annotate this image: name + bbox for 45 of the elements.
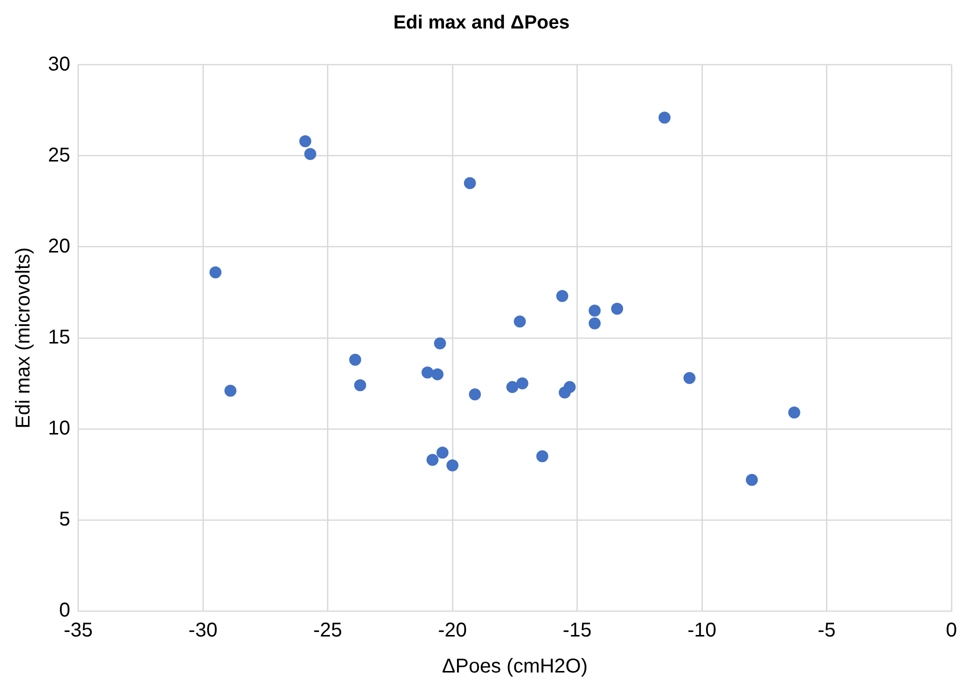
y-tick-label: 5	[59, 508, 70, 530]
point	[514, 316, 526, 328]
point	[611, 302, 624, 315]
point	[422, 366, 434, 378]
point	[556, 290, 568, 302]
chart-title: Edi max and ΔPoes	[393, 12, 570, 34]
point	[746, 474, 758, 486]
point	[588, 317, 601, 330]
point	[464, 177, 476, 190]
x-tick-label: 0	[946, 620, 957, 642]
y-tick-label: 10	[48, 417, 70, 440]
point	[788, 406, 800, 419]
point	[588, 304, 601, 317]
point	[354, 379, 366, 392]
y-tick-label: 15	[48, 326, 70, 348]
x-tick-label: -35	[64, 620, 93, 642]
point	[434, 337, 446, 350]
point	[304, 148, 316, 160]
point	[516, 377, 528, 390]
point	[209, 266, 222, 278]
y-tick-label: 25	[48, 144, 70, 166]
point	[564, 381, 576, 394]
x-tick-label: -15	[562, 620, 592, 642]
x-tick-label: -20	[438, 620, 467, 642]
point	[468, 388, 481, 400]
y-tick-label: 20	[48, 235, 70, 258]
point	[506, 381, 518, 394]
point	[446, 459, 458, 472]
x-tick-label: -10	[688, 620, 716, 642]
point	[658, 112, 671, 124]
point	[426, 454, 439, 466]
point	[299, 135, 312, 148]
y-tick-label: 0	[59, 600, 70, 622]
point	[432, 368, 444, 380]
x-tick-label: -25	[313, 620, 342, 642]
x-tick-label: -5	[818, 620, 836, 642]
point	[536, 450, 548, 462]
y-axis-title: Edi max (microvolts)	[12, 247, 35, 428]
x-axis-title: ΔPoes (cmH2O)	[442, 656, 588, 678]
point	[436, 446, 448, 459]
point	[349, 354, 362, 366]
point	[683, 372, 696, 384]
x-tick-label: -30	[188, 620, 218, 642]
point	[224, 384, 236, 397]
y-tick-label: 30	[48, 53, 70, 76]
